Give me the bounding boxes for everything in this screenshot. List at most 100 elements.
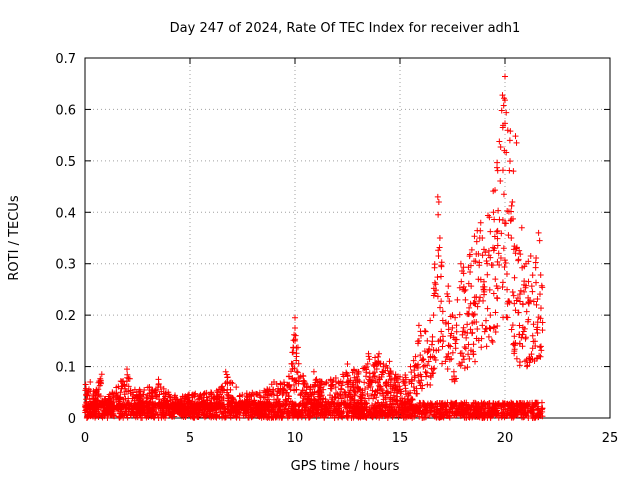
data-point — [422, 328, 429, 335]
data-point — [314, 389, 321, 396]
data-point — [502, 220, 509, 227]
data-point — [490, 244, 497, 251]
data-point — [444, 365, 451, 372]
data-point — [473, 238, 480, 245]
data-point — [436, 244, 443, 251]
data-point — [114, 402, 121, 409]
data-point — [415, 372, 422, 379]
data-point — [435, 211, 442, 218]
data-point — [191, 413, 198, 420]
data-point — [512, 133, 519, 140]
data-point — [492, 309, 499, 316]
data-point — [130, 389, 137, 396]
data-point — [321, 381, 328, 388]
data-point — [230, 399, 237, 406]
data-point — [369, 387, 376, 394]
data-point — [483, 257, 490, 264]
data-point — [252, 400, 259, 407]
data-point — [133, 412, 140, 419]
data-point — [501, 257, 508, 264]
data-point — [211, 404, 218, 411]
data-point — [476, 298, 483, 305]
x-tick-label: 5 — [186, 431, 194, 446]
data-point — [309, 412, 316, 419]
data-point — [351, 374, 358, 381]
data-point — [536, 352, 543, 359]
data-point — [408, 396, 415, 403]
data-point — [500, 245, 507, 252]
data-point — [124, 366, 130, 373]
data-point — [523, 363, 530, 370]
data-point — [364, 412, 371, 419]
data-point — [457, 260, 464, 267]
data-point — [526, 353, 533, 360]
data-point — [460, 356, 467, 363]
data-point — [287, 398, 294, 405]
data-point — [497, 143, 504, 150]
data-point — [416, 413, 423, 420]
data-point — [508, 326, 515, 333]
data-point — [468, 406, 475, 413]
data-point — [121, 391, 128, 398]
data-point — [301, 378, 308, 385]
data-point — [539, 327, 546, 334]
data-point — [479, 414, 486, 421]
data-point — [500, 314, 507, 321]
data-point — [479, 322, 486, 329]
data-point — [535, 407, 542, 414]
data-point — [457, 362, 464, 369]
data-point — [421, 328, 428, 335]
data-point — [396, 383, 403, 390]
data-point — [208, 389, 214, 396]
data-point — [268, 391, 275, 398]
data-point — [308, 393, 315, 400]
data-point — [477, 219, 484, 226]
data-point — [290, 337, 297, 344]
data-point — [138, 406, 145, 413]
data-point — [529, 272, 536, 279]
x-axis-label: GPS time / hours — [291, 459, 400, 474]
data-point — [525, 300, 532, 307]
data-point — [501, 401, 508, 408]
data-point — [499, 92, 506, 99]
data-point — [520, 409, 527, 416]
data-point — [516, 362, 523, 369]
data-point — [439, 308, 446, 315]
data-point — [530, 298, 537, 305]
data-point — [529, 332, 536, 339]
data-point — [380, 363, 387, 370]
data-point — [359, 389, 366, 396]
data-point — [110, 412, 117, 419]
data-point — [466, 304, 473, 311]
data-point — [251, 397, 258, 404]
data-point — [153, 409, 160, 416]
data-point — [159, 407, 166, 414]
data-point — [391, 374, 398, 381]
data-point — [339, 379, 346, 386]
data-point — [136, 400, 143, 407]
data-point — [343, 412, 350, 419]
data-point — [449, 349, 456, 356]
data-point — [358, 400, 365, 407]
data-point — [334, 409, 341, 416]
data-point — [430, 366, 437, 373]
data-point — [506, 167, 513, 174]
data-point — [492, 328, 499, 335]
data-point — [539, 408, 546, 415]
data-point — [482, 325, 489, 332]
data-point — [282, 402, 289, 409]
data-point — [88, 412, 95, 419]
data-point — [370, 362, 377, 369]
data-point — [300, 373, 307, 380]
data-point — [184, 410, 191, 417]
data-point — [529, 407, 536, 414]
data-point — [510, 246, 517, 253]
data-point — [83, 392, 90, 399]
data-point — [431, 264, 438, 271]
data-point — [522, 403, 529, 410]
data-point — [417, 405, 424, 412]
data-point — [205, 403, 212, 410]
data-point — [93, 386, 100, 393]
data-point — [496, 138, 503, 145]
data-point — [146, 384, 153, 391]
